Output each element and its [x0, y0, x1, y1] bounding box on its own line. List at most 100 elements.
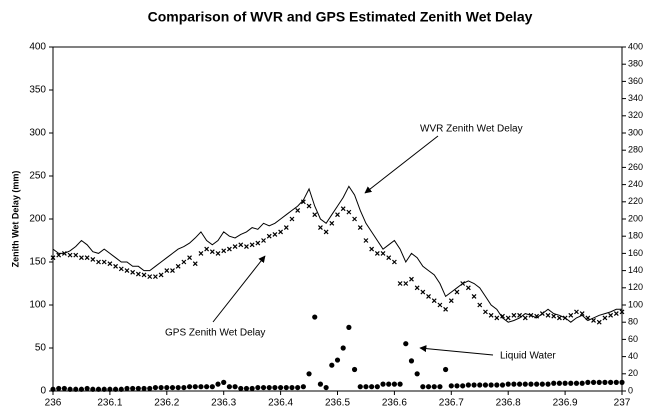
liquid-water-dot — [50, 386, 56, 392]
liquid-water-dot — [107, 386, 113, 392]
gps-marker — [56, 252, 62, 258]
gps-marker — [539, 311, 545, 317]
liquid-water-dot — [112, 386, 119, 392]
gps-marker — [158, 272, 164, 278]
liquid-water-dot — [562, 380, 568, 386]
liquid-water-dot — [164, 384, 170, 391]
liquid-water-dot — [67, 386, 73, 392]
x-tick-label: 236.6 — [382, 398, 407, 409]
liquid-water-dot — [511, 381, 517, 387]
liquid-water-dot — [169, 384, 176, 391]
gps-marker — [141, 272, 147, 278]
liquid-water-dot — [260, 384, 267, 391]
y2-tick-label: 240 — [628, 179, 643, 189]
gps-marker — [522, 315, 528, 321]
liquid-water-dot — [215, 381, 221, 387]
gps-marker — [170, 268, 175, 274]
gps-marker — [500, 313, 505, 319]
y2-tick-label: 300 — [628, 127, 643, 137]
gps-marker — [198, 250, 204, 256]
liquid-water-dot — [420, 384, 426, 390]
gps-marker — [278, 229, 284, 235]
gps-marker — [175, 263, 181, 269]
liquid-water-dot — [556, 380, 563, 386]
liquid-water-dot — [528, 381, 534, 387]
liquid-water-dot — [226, 384, 232, 390]
annotation: GPS Zenith Wet Delay — [165, 328, 265, 339]
gps-marker — [340, 206, 346, 212]
gps-marker — [471, 293, 477, 299]
liquid-water-dot — [568, 380, 574, 386]
gps-marker — [460, 281, 466, 286]
y-axis-label: Zenith Wet Delay (mm) — [10, 171, 20, 268]
gps-marker — [266, 233, 272, 239]
y2-tick-label: 120 — [628, 282, 643, 292]
gps-marker — [369, 246, 375, 252]
gps-marker — [551, 313, 557, 319]
x-tick-label: 236.7 — [439, 398, 464, 409]
x-tick-label: 236.3 — [211, 398, 236, 409]
gps-marker — [244, 244, 249, 249]
liquid-water-dot — [204, 384, 210, 390]
liquid-water-dot — [477, 382, 483, 388]
plot-frame — [52, 46, 623, 392]
y2-tick-label: 100 — [628, 299, 643, 309]
gps-marker — [391, 259, 397, 265]
liquid-water-dot — [78, 386, 85, 392]
liquid-water-dot — [243, 385, 250, 392]
y2-tick-label: 340 — [628, 93, 643, 103]
liquid-water-dot — [608, 379, 614, 385]
gps-marker — [181, 259, 187, 265]
liquid-water-dot — [386, 381, 392, 387]
gps-marker — [306, 203, 312, 209]
y-tick-label: 300 — [29, 128, 46, 139]
liquid-water-dot — [573, 380, 580, 386]
liquid-water-dot — [266, 384, 272, 391]
gps-marker — [164, 268, 170, 274]
liquid-water-dot — [465, 382, 471, 388]
y2-tick-label: 360 — [628, 76, 643, 86]
gps-marker — [591, 318, 596, 323]
gps-marker — [124, 268, 130, 274]
gps-marker — [528, 312, 534, 318]
liquid-water-dot — [363, 384, 369, 390]
gps-marker — [346, 209, 352, 215]
x-tick-label: 236 — [45, 398, 62, 409]
liquid-water-dot — [408, 358, 415, 364]
liquid-water-dot — [545, 381, 551, 387]
annotation: Liquid Water — [500, 351, 556, 362]
liquid-water-dot — [90, 386, 96, 392]
y2-tick-label: 60 — [628, 334, 638, 344]
liquid-water-dot — [499, 382, 506, 388]
gps-marker — [602, 315, 608, 321]
liquid-water-dot — [124, 385, 130, 392]
gps-marker — [443, 306, 449, 312]
liquid-water-dot — [539, 381, 545, 387]
gps-marker — [357, 225, 363, 231]
gps-marker — [386, 255, 392, 261]
gps-marker — [562, 315, 568, 321]
liquid-water-dot — [198, 384, 204, 390]
y2-tick-label: 320 — [628, 110, 643, 120]
annotation-arrow — [419, 345, 494, 356]
liquid-water-dot — [135, 385, 141, 392]
y2-tick-label: 20 — [628, 368, 638, 378]
gps-marker — [585, 315, 591, 321]
y2-tick-label: 0 — [628, 385, 633, 395]
gps-marker — [152, 274, 158, 280]
gps-marker — [517, 312, 523, 318]
liquid-water-dot — [317, 381, 324, 387]
y2-tick-label: 160 — [628, 248, 643, 258]
liquid-water-dot — [357, 384, 363, 390]
x-tick-label: 236.2 — [154, 398, 179, 409]
liquid-water-dot — [482, 382, 489, 388]
gps-marker — [84, 255, 90, 261]
liquid-water-dot — [238, 385, 244, 392]
gps-marker — [300, 199, 306, 205]
liquid-water-dot — [460, 383, 466, 389]
liquid-water-dot — [283, 384, 289, 391]
annotation: WVR Zenith Wet Delay — [420, 124, 523, 135]
gps-marker — [426, 293, 431, 299]
gps-marker — [505, 315, 511, 321]
liquid-water-dot — [300, 384, 306, 390]
